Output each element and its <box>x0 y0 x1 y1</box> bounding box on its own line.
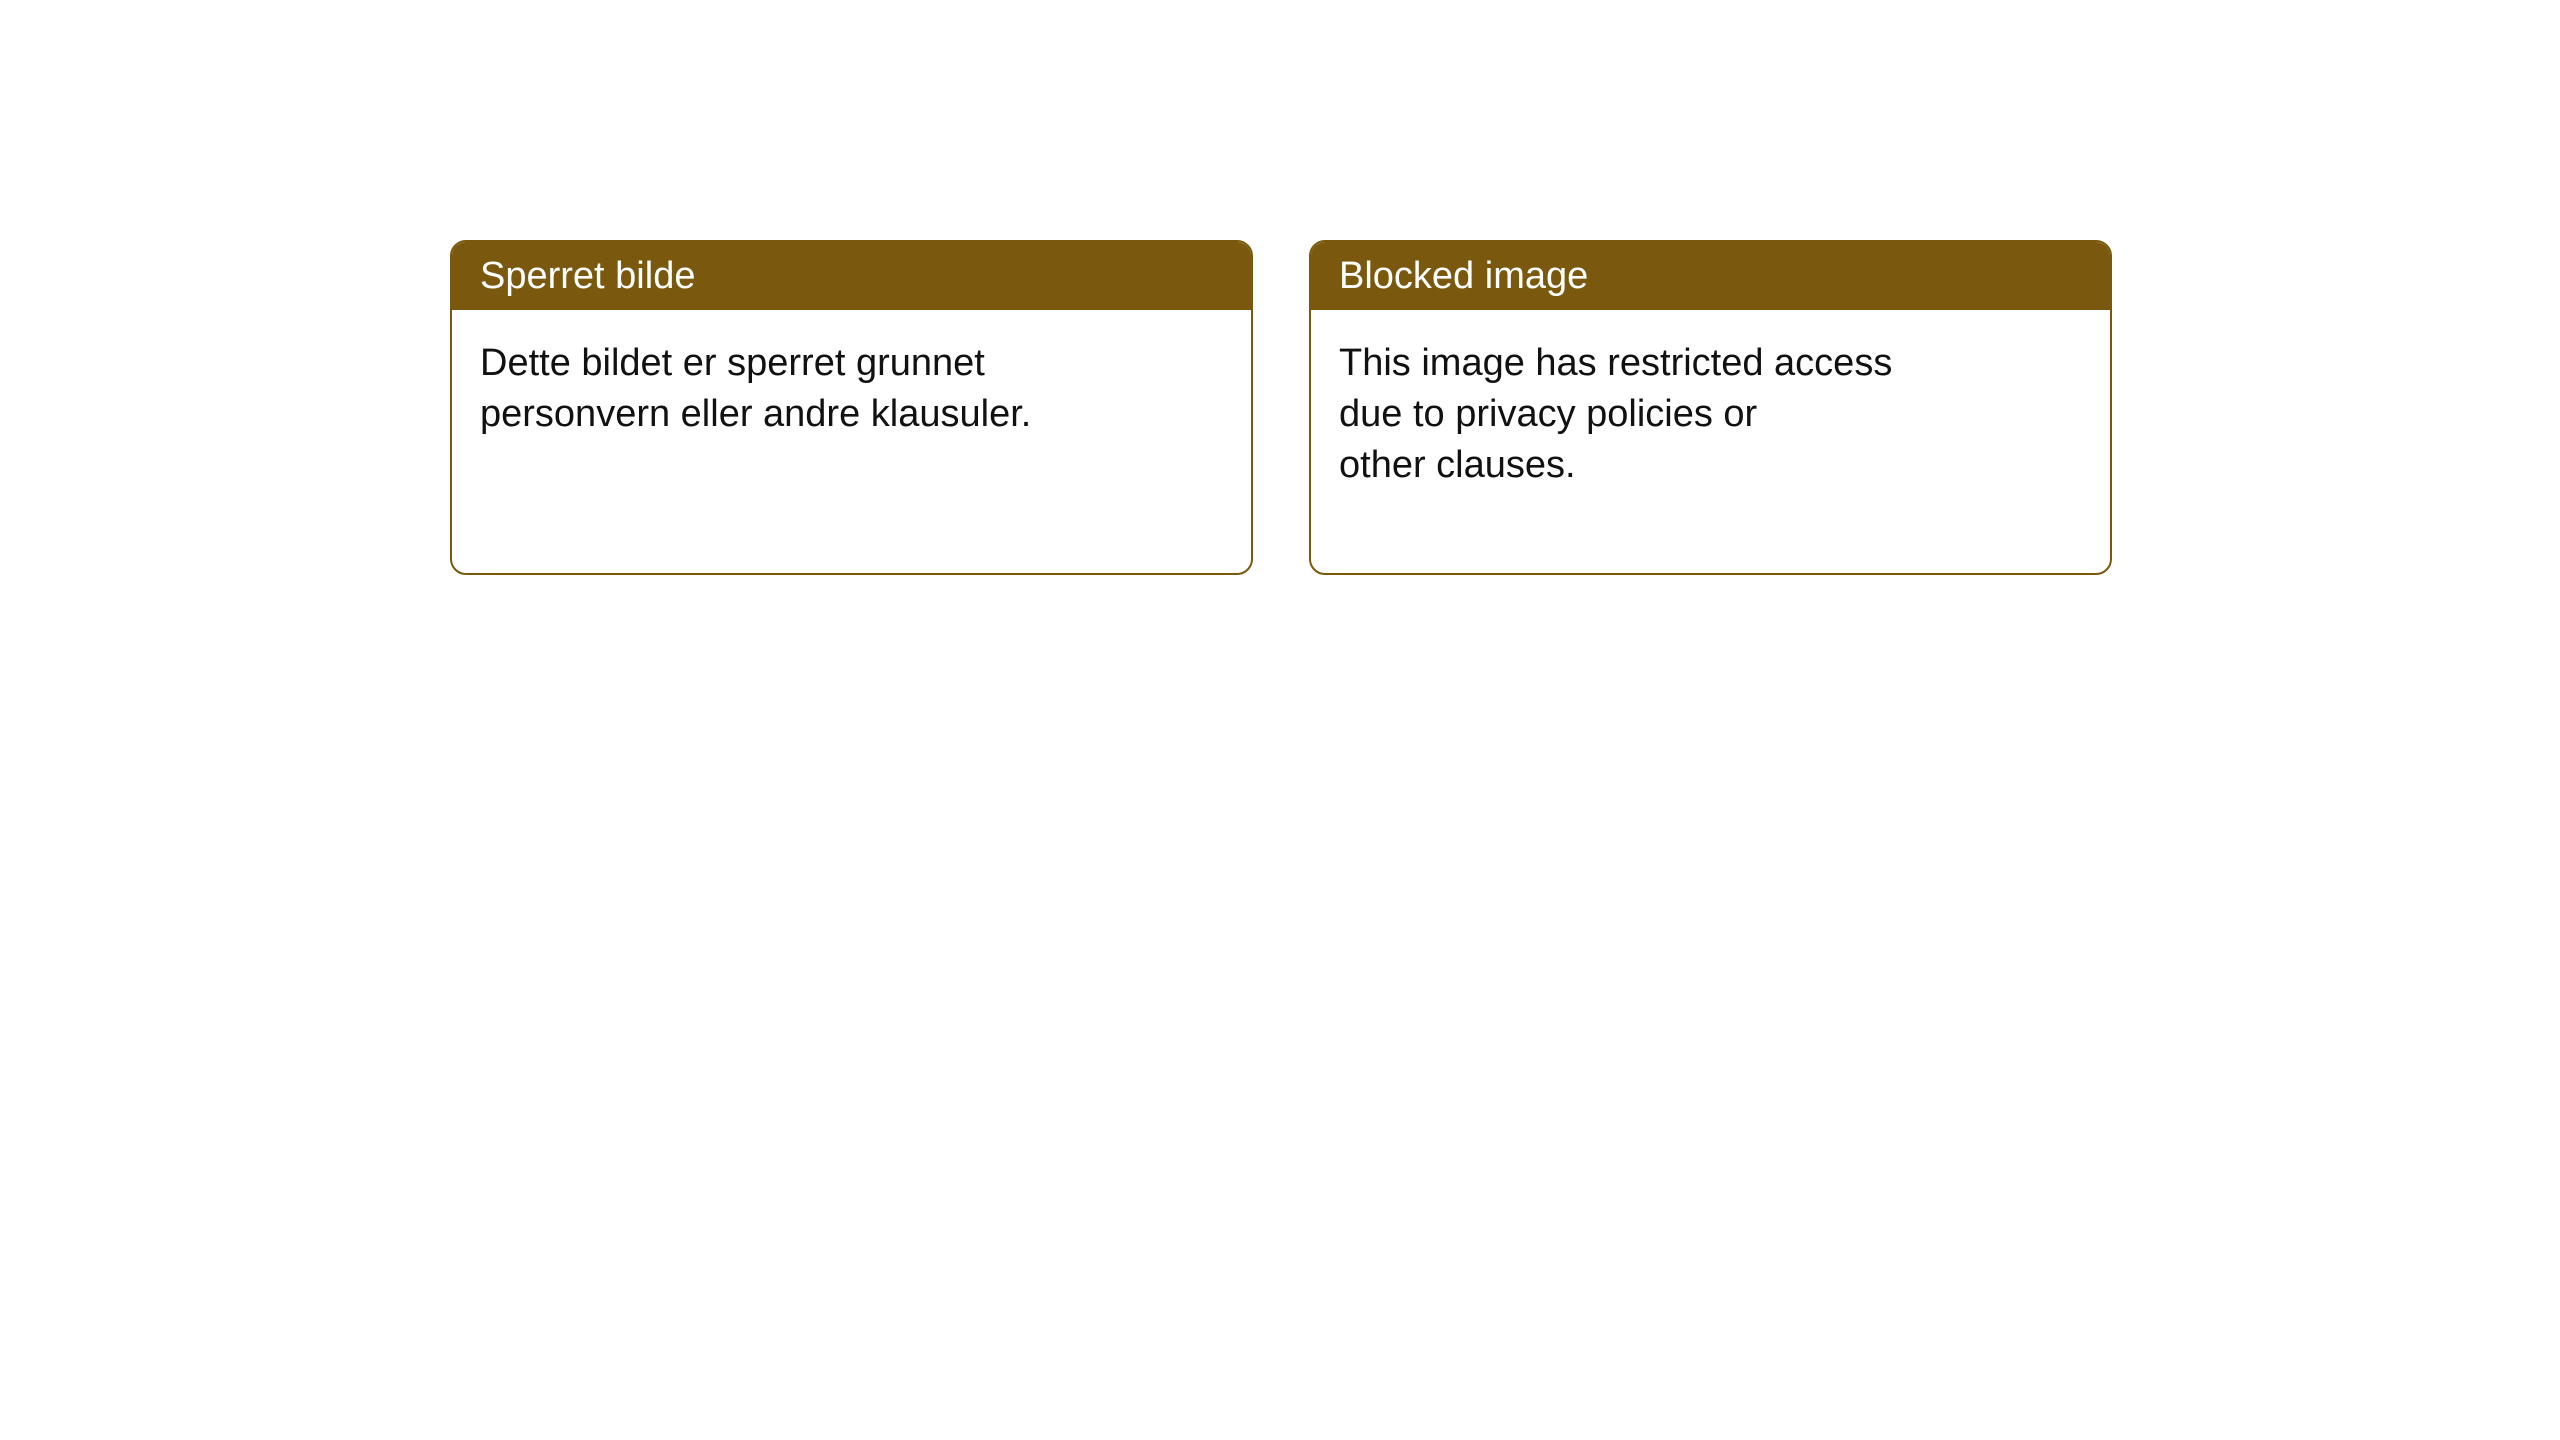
card-body-no: Dette bildet er sperret grunnet personve… <box>452 310 1251 469</box>
blocked-image-card-no: Sperret bilde Dette bildet er sperret gr… <box>450 240 1253 575</box>
page: Sperret bilde Dette bildet er sperret gr… <box>0 0 2560 1440</box>
card-title-en: Blocked image <box>1311 242 2110 310</box>
card-title-no: Sperret bilde <box>452 242 1251 310</box>
card-body-en: This image has restricted access due to … <box>1311 310 2110 520</box>
blocked-image-card-en: Blocked image This image has restricted … <box>1309 240 2112 575</box>
